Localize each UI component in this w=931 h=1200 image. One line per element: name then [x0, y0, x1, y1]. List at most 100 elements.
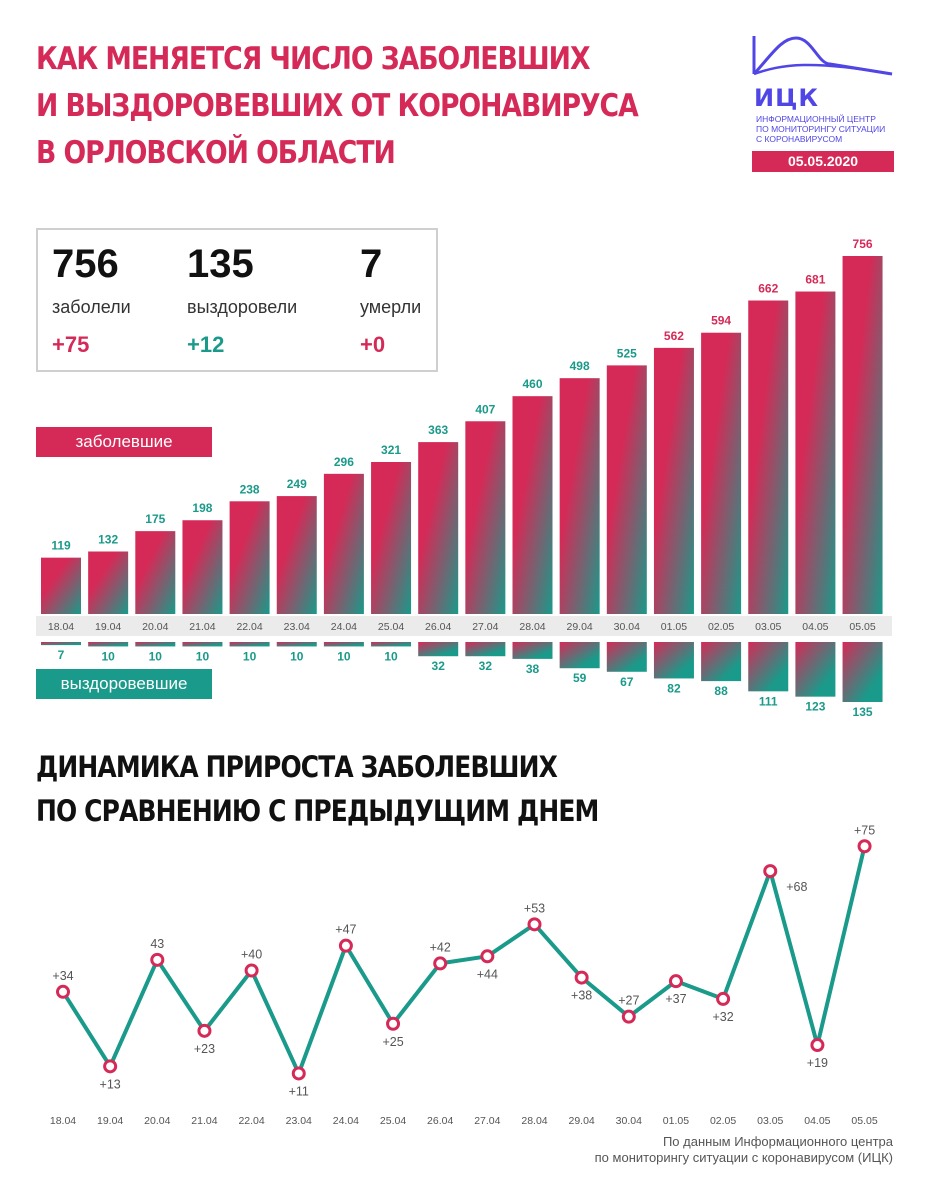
growth-label: +42	[430, 940, 451, 954]
bar-recovered-label: 135	[853, 705, 873, 719]
logo-abbr: ИЦК	[754, 84, 819, 112]
bar-recovered-label: 67	[620, 675, 634, 689]
x-tick-label: 27.04	[474, 1115, 500, 1127]
bar-recovered-label: 10	[384, 649, 398, 663]
x-tick-label: 04.05	[804, 1115, 830, 1127]
bar-infected-label: 594	[711, 314, 731, 328]
logo-text: ИНФОРМАЦИОННЫЙ ЦЕНТР ПО МОНИТОРИНГУ СИТУ…	[756, 114, 885, 144]
title-line-1: КАК МЕНЯЕТСЯ ЧИСЛО ЗАБОЛЕВШИХ	[36, 41, 591, 77]
x-tick-label: 23.04	[286, 1115, 312, 1127]
bar-recovered-label: 10	[196, 649, 210, 663]
x-tick-label: 24.04	[331, 621, 357, 633]
x-tick-label: 26.04	[425, 621, 451, 633]
bar-recovered	[229, 642, 270, 647]
bar-recovered-label: 10	[101, 649, 115, 663]
stats-box: 756 заболели +75 135 выздоровели +12 7 у…	[36, 228, 438, 372]
growth-label: 43	[150, 937, 164, 951]
logo-text-line: ПО МОНИТОРИНГУ СИТУАЦИИ	[756, 124, 886, 134]
x-tick-label: 03.05	[755, 621, 781, 633]
bar-infected	[371, 461, 412, 614]
bar-recovered	[606, 642, 647, 672]
growth-point	[150, 952, 165, 967]
x-tick-label: 04.05	[802, 621, 828, 633]
growth-point	[244, 963, 259, 978]
bar-infected	[842, 256, 883, 614]
bar-recovered-label: 10	[149, 649, 163, 663]
bar-infected	[795, 291, 836, 614]
bar-infected-label: 132	[98, 532, 118, 546]
bar-recovered-label: 82	[667, 681, 681, 695]
bar-recovered-label: 10	[290, 649, 304, 663]
bar-recovered	[795, 642, 836, 697]
bar-infected-label: 175	[145, 512, 165, 526]
x-tick-label: 30.04	[616, 1115, 642, 1127]
bar-infected	[701, 332, 742, 614]
bar-infected	[323, 473, 364, 614]
bar-infected-label: 498	[570, 359, 590, 373]
page-title: КАК МЕНЯЕТСЯ ЧИСЛО ЗАБОЛЕВШИХ И ВЫЗДОРОВ…	[36, 36, 639, 177]
bar-recovered-label: 38	[526, 662, 540, 676]
stat-label: умерли	[360, 297, 422, 317]
growth-label: +23	[194, 1042, 215, 1056]
x-tick-label: 19.04	[97, 1115, 123, 1127]
bar-infected	[465, 421, 506, 614]
growth-point	[56, 984, 70, 999]
bar-infected-label: 238	[240, 482, 260, 496]
growth-point	[291, 1066, 306, 1081]
bar-recovered-label: 32	[479, 659, 493, 673]
growth-label: +25	[382, 1035, 403, 1049]
growth-label: +40	[241, 948, 262, 962]
bar-infected-label: 460	[522, 377, 542, 391]
stat-value: 7	[360, 242, 383, 286]
growth-label: +47	[335, 923, 356, 937]
x-tick-label: 21.04	[191, 1115, 217, 1127]
source-note-line-2: по мониторингу ситуации с коронавирусом …	[594, 1150, 893, 1165]
growth-label: +27	[618, 994, 639, 1008]
section-title-line-2: ПО СРАВНЕНИЮ С ПРЕДЫДУЩИМ ДНЕМ	[36, 794, 599, 828]
bar-infected-label: 296	[334, 455, 354, 469]
stat-delta: +75	[52, 332, 90, 357]
growth-point	[574, 970, 589, 985]
x-tick-label: 23.04	[284, 621, 310, 633]
x-tick-label: 01.05	[661, 621, 687, 633]
growth-label: +53	[524, 901, 545, 915]
growth-label: +34	[52, 969, 73, 983]
x-tick-label: 20.04	[142, 621, 168, 633]
growth-point	[716, 991, 731, 1006]
bar-recovered-label: 10	[337, 649, 351, 663]
bar-infected-label: 525	[617, 346, 637, 360]
growth-point	[857, 839, 872, 854]
growth-label: +11	[289, 1084, 309, 1098]
x-tick-label: 26.04	[427, 1115, 453, 1127]
bar-infected-label: 756	[853, 237, 873, 251]
bar-infected	[512, 396, 553, 614]
bar-infected	[182, 520, 223, 614]
x-tick-label: 29.04	[567, 621, 593, 633]
growth-label: +38	[571, 989, 592, 1003]
bar-infected-label: 562	[664, 329, 684, 343]
x-tick-label: 21.04	[189, 621, 215, 633]
stat-delta: +12	[187, 332, 225, 357]
bar-recovered	[748, 642, 789, 692]
bar-infected	[88, 551, 129, 614]
growth-point	[810, 1038, 825, 1053]
bar-recovered-label: 123	[805, 700, 825, 714]
x-tick-label: 22.04	[236, 621, 262, 633]
growth-point	[386, 1016, 401, 1031]
bar-infected-label: 249	[287, 477, 307, 491]
source-note: По данным Информационного центра по мони…	[595, 1134, 893, 1166]
x-tick-label: 02.05	[708, 621, 734, 633]
logo-mark-icon	[752, 36, 893, 76]
bar-recovered-label: 7	[58, 648, 65, 662]
bar-recovered-label: 59	[573, 671, 587, 685]
bar-infected	[229, 501, 270, 614]
x-tick-label: 22.04	[238, 1115, 264, 1127]
x-tick-label: 18.04	[50, 1115, 76, 1127]
x-tick-label: 30.04	[614, 621, 640, 633]
x-tick-label: 29.04	[569, 1115, 595, 1127]
stat-value: 135	[187, 242, 254, 286]
x-tick-label: 02.05	[710, 1115, 736, 1127]
bar-recovered	[182, 642, 223, 647]
bar-infected-label: 681	[805, 273, 825, 287]
growth-label: +75	[854, 823, 875, 837]
